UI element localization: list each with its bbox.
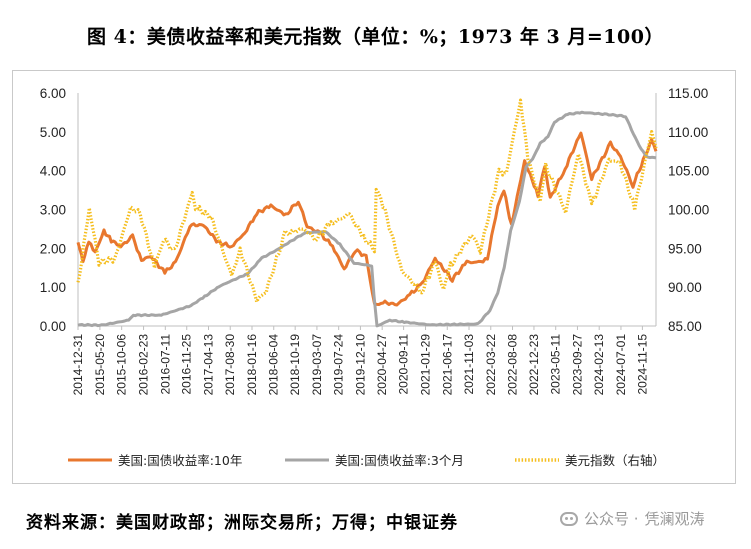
right-tick-label: 95.00 (668, 241, 702, 256)
x-tick-label: 2018-06-04 (267, 334, 281, 396)
x-tick-label: 2019-12-10 (353, 334, 367, 396)
x-tick-label: 2023-09-27 (570, 334, 584, 396)
x-tick-label: 2022-12-23 (527, 334, 541, 396)
right-tick-label: 85.00 (668, 319, 702, 334)
chart-title: 图 4：美债收益率和美元指数（单位：%；1973 年 3 月=100） (87, 26, 664, 48)
series-line-1 (76, 131, 658, 307)
x-tick-label: 2017-04-13 (201, 334, 215, 396)
x-tick-label: 2018-01-16 (245, 334, 259, 396)
right-tick-label: 115.00 (668, 86, 708, 101)
x-tick-label: 2020-09-11 (397, 334, 411, 395)
left-tick-label: 2.00 (40, 241, 66, 256)
left-tick-label: 0.00 (40, 319, 66, 334)
x-tick-label: 2016-11-25 (180, 334, 194, 395)
left-tick-label: 3.00 (40, 203, 66, 218)
wechat-icon (560, 511, 578, 526)
legend-label-1: 美国:国债收益率:10年 (118, 453, 242, 468)
watermark-sep: 公众号 · (584, 510, 639, 528)
left-tick-label: 6.00 (40, 86, 66, 101)
x-tick-label: 2015-10-06 (115, 334, 129, 396)
x-tick-label: 2016-02-23 (137, 334, 151, 396)
x-tick-label: 2024-07-01 (614, 334, 628, 396)
right-tick-label: 105.00 (668, 164, 709, 179)
x-tick-label: 2014-12-31 (71, 334, 85, 396)
x-tick-label: 2024-11-15 (635, 334, 649, 395)
left-tick-label: 1.00 (40, 280, 66, 295)
legend-label-2: 美国:国债收益率:3个月 (335, 453, 464, 468)
x-tick-label: 2020-04-27 (375, 334, 389, 396)
x-tick-label: 2016-07-11 (158, 334, 172, 395)
x-tick-label: 2017-08-30 (223, 334, 237, 396)
series-line-2 (77, 110, 657, 328)
x-tick-label: 2021-06-17 (440, 334, 454, 396)
x-tick-label: 2021-11-03 (462, 334, 476, 395)
right-tick-label: 100.00 (668, 203, 709, 218)
left-tick-label: 5.00 (40, 125, 66, 140)
x-tick-label: 2024-02-13 (592, 334, 606, 396)
right-tick-label: 90.00 (668, 280, 702, 295)
right-tick-label: 110.00 (668, 125, 708, 140)
x-tick-label: 2022-08-08 (506, 334, 520, 396)
source-note: 资料来源：美国财政部；洲际交易所；万得；中银证券 (26, 513, 458, 533)
watermark-name: 凭澜观涛 (644, 510, 705, 528)
x-tick-label: 2018-10-19 (288, 334, 302, 396)
x-tick-label: 2019-07-24 (332, 334, 346, 396)
x-tick-label: 2023-05-11 (549, 334, 563, 395)
x-tick-label: 2022-03-22 (484, 334, 498, 396)
watermark: 公众号 · 凭澜观涛 (560, 508, 705, 529)
legend-label-3: 美元指数（右轴） (565, 453, 665, 468)
left-tick-label: 4.00 (40, 164, 66, 179)
x-tick-label: 2021-01-29 (419, 334, 433, 396)
x-tick-label: 2019-03-07 (310, 334, 324, 396)
x-tick-label: 2015-05-20 (93, 334, 107, 396)
chart-frame (12, 70, 736, 484)
